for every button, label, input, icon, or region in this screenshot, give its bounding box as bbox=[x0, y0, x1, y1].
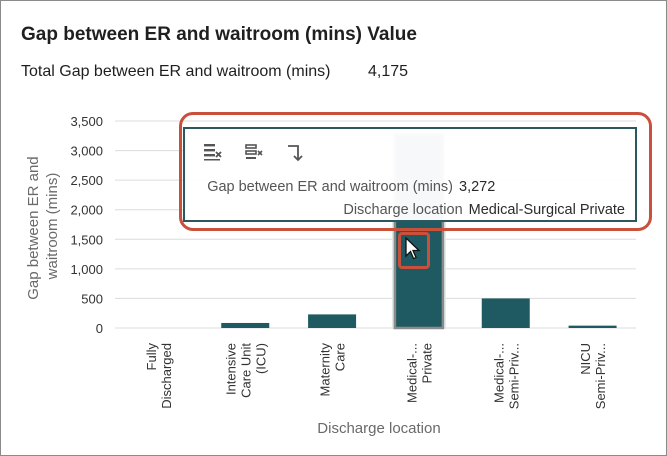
x-tick-label: Maternity Care bbox=[318, 343, 348, 397]
x-tick-label-line: Private bbox=[419, 343, 434, 383]
x-tick-label-line: Discharged bbox=[159, 343, 174, 409]
x-tick-label: NICU Semi-Priv... bbox=[578, 343, 608, 409]
chart-title: Gap between ER and waitroom (mins) Value bbox=[21, 24, 417, 45]
data-tooltip: Gap between ER and waitroom (mins) 3,272 … bbox=[183, 127, 637, 222]
y-tick-label: 0 bbox=[96, 321, 103, 336]
total-value: 4,175 bbox=[368, 63, 409, 80]
mouse-pointer-icon bbox=[405, 237, 421, 260]
x-tick-label-line: (ICU) bbox=[253, 343, 268, 374]
total-label: Total Gap between ER and waitroom (mins) bbox=[21, 63, 331, 80]
y-tick-label: 2,000 bbox=[70, 203, 103, 218]
bar[interactable] bbox=[568, 325, 617, 328]
x-tick-label-line: Intensive bbox=[223, 343, 238, 395]
y-tick-labels: 0 500 1,000 1,500 2,000 2,500 3,000 3,500 bbox=[70, 114, 103, 336]
y-axis-label: Gap between ER and waitroom (mins) bbox=[25, 152, 61, 300]
cursor-highlight-callout bbox=[398, 232, 430, 269]
tooltip-measure-label: Gap between ER and waitroom (mins) bbox=[207, 179, 453, 195]
x-tick-label-line: Care Unit bbox=[238, 343, 253, 398]
tooltip-measure-value: 3,272 bbox=[459, 179, 496, 195]
drill-icon[interactable] bbox=[285, 141, 307, 163]
remove-data-icon[interactable] bbox=[243, 141, 265, 163]
y-tick-label: 3,500 bbox=[70, 114, 103, 129]
y-tick-label: 3,000 bbox=[70, 144, 103, 159]
x-tick-label: Fully Discharged bbox=[144, 343, 174, 409]
x-tick-label-line: Medical-... bbox=[404, 343, 419, 403]
select-data-icon[interactable] bbox=[202, 141, 224, 163]
x-tick-label: Intensive Care Unit (ICU) bbox=[223, 343, 268, 398]
bar[interactable] bbox=[308, 314, 357, 328]
tooltip-row-category: Discharge location Medical-Surgical Priva… bbox=[343, 202, 625, 218]
tooltip-category-value: Medical-Surgical Private bbox=[468, 202, 625, 218]
y-tick-label: 500 bbox=[81, 291, 103, 306]
x-axis-label: Discharge location bbox=[317, 420, 440, 437]
bar[interactable] bbox=[221, 322, 270, 328]
y-tick-label: 1,500 bbox=[70, 232, 103, 247]
x-tick-label-line: Semi-Priv... bbox=[506, 343, 521, 409]
y-tick-label: 2,500 bbox=[70, 173, 103, 188]
x-tick-label-line: NICU bbox=[578, 343, 593, 375]
y-tick-label: 1,000 bbox=[70, 262, 103, 277]
tooltip-highlight-callout bbox=[179, 112, 652, 231]
bar[interactable] bbox=[481, 298, 530, 328]
x-tick-label: Medical-... Semi-Priv... bbox=[491, 343, 521, 409]
x-tick-label-line: Semi-Priv... bbox=[593, 343, 608, 409]
x-tick-labels: Fully Discharged Intensive Care Unit (ICU) Ma… bbox=[144, 343, 608, 410]
x-tick-label-line: Maternity bbox=[318, 343, 333, 397]
x-tick-label-line: Care bbox=[333, 343, 348, 371]
tooltip-row-value: Gap between ER and waitroom (mins) 3,272 bbox=[207, 179, 625, 195]
x-tick-label-line: Fully bbox=[144, 343, 159, 371]
tooltip-category-label: Discharge location bbox=[343, 202, 463, 218]
x-tick-label: Medical-... Private bbox=[404, 343, 434, 403]
x-tick-label-line: Medical-... bbox=[491, 343, 506, 403]
